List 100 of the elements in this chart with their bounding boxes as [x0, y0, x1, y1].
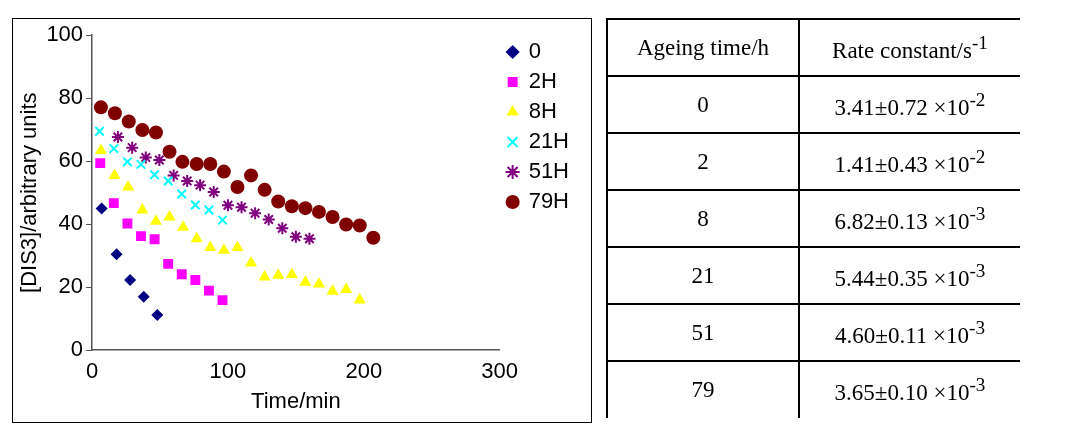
point — [149, 214, 163, 225]
y-tick-label: 20 — [58, 273, 84, 299]
point — [230, 180, 245, 195]
point — [275, 221, 290, 236]
point — [325, 209, 340, 224]
point — [257, 182, 272, 197]
point — [193, 178, 208, 193]
point — [176, 188, 188, 200]
point — [108, 168, 121, 179]
point — [108, 198, 119, 209]
point — [162, 144, 177, 159]
point — [163, 258, 174, 269]
point — [298, 201, 313, 216]
point — [288, 229, 303, 244]
point — [217, 214, 228, 226]
point — [180, 174, 195, 189]
point — [136, 203, 149, 214]
text: 3.65±0.10 ×10$^{-3}$ — [799, 361, 1020, 418]
text: 0 — [607, 76, 799, 133]
point — [339, 217, 354, 232]
point — [326, 284, 339, 295]
point — [248, 206, 263, 221]
text: 1.41±0.43 ×10$^{-2}$ — [799, 133, 1020, 190]
point — [190, 199, 201, 211]
text: 4.60±0.11 ×10$^{-3}$ — [799, 304, 1020, 361]
text: 6.82±0.13 ×10$^{-3}$ — [799, 190, 1020, 247]
point — [107, 106, 122, 121]
point — [110, 129, 125, 144]
point — [176, 269, 187, 280]
point — [95, 202, 108, 215]
point — [122, 218, 133, 229]
point — [149, 169, 160, 180]
point — [135, 159, 147, 170]
point — [284, 199, 299, 214]
point — [366, 230, 381, 245]
point — [261, 212, 276, 227]
point — [204, 240, 217, 252]
point — [189, 157, 204, 172]
point — [340, 282, 353, 293]
point — [95, 158, 106, 169]
point — [217, 243, 230, 254]
point — [151, 308, 164, 321]
point — [190, 275, 201, 285]
point — [311, 204, 326, 219]
point — [177, 220, 190, 231]
point — [122, 156, 133, 168]
legend-label: 51H — [528, 158, 569, 184]
y-tick-label: 40 — [58, 210, 84, 236]
point — [220, 198, 235, 213]
point — [244, 168, 259, 183]
point — [163, 209, 176, 221]
point — [285, 267, 298, 279]
point — [299, 275, 312, 286]
x-axis-title: Time/min — [251, 387, 341, 413]
point — [149, 234, 160, 245]
point — [125, 140, 140, 155]
legend-label: 21H — [528, 128, 569, 154]
y-tick-label: 100 — [46, 21, 84, 47]
text: Rate constant/s$^{-1}$ — [799, 19, 1020, 76]
point — [272, 268, 285, 279]
point — [206, 185, 221, 200]
point — [203, 204, 215, 216]
x-tick-label: 200 — [345, 358, 383, 384]
legend-label: 79H — [528, 188, 569, 214]
point — [121, 114, 136, 129]
text: 2 — [607, 133, 799, 190]
point — [166, 168, 181, 183]
point — [124, 273, 137, 286]
point — [190, 231, 203, 243]
point — [353, 293, 366, 304]
text: 3.41±0.72 ×10$^{-2}$ — [799, 76, 1020, 133]
point — [175, 154, 190, 169]
point — [203, 157, 218, 172]
point — [302, 231, 317, 246]
legend-label: 8H — [528, 98, 557, 124]
point — [234, 200, 249, 215]
point — [94, 126, 105, 137]
text: 51 — [607, 304, 799, 361]
point — [258, 270, 271, 281]
text: 79 — [607, 361, 799, 418]
text: 5.44±0.35 ×10$^{-3}$ — [799, 247, 1020, 304]
legend-label: 0 — [528, 38, 541, 64]
point — [203, 285, 214, 296]
y-tick-label: 80 — [58, 84, 84, 110]
point — [136, 231, 146, 242]
point — [231, 240, 244, 252]
point — [352, 218, 367, 233]
text: 8 — [607, 190, 799, 247]
point — [216, 164, 231, 179]
point — [110, 248, 123, 261]
point — [108, 143, 120, 154]
point — [162, 175, 174, 187]
y-axis-title: [DIS3]/arbitrary units — [16, 92, 42, 293]
point — [271, 194, 286, 209]
point — [93, 100, 108, 115]
point — [137, 290, 150, 303]
point — [138, 150, 153, 165]
text: 21 — [607, 247, 799, 304]
legend-label: 2H — [528, 68, 557, 94]
x-tick-label: 100 — [209, 358, 247, 384]
